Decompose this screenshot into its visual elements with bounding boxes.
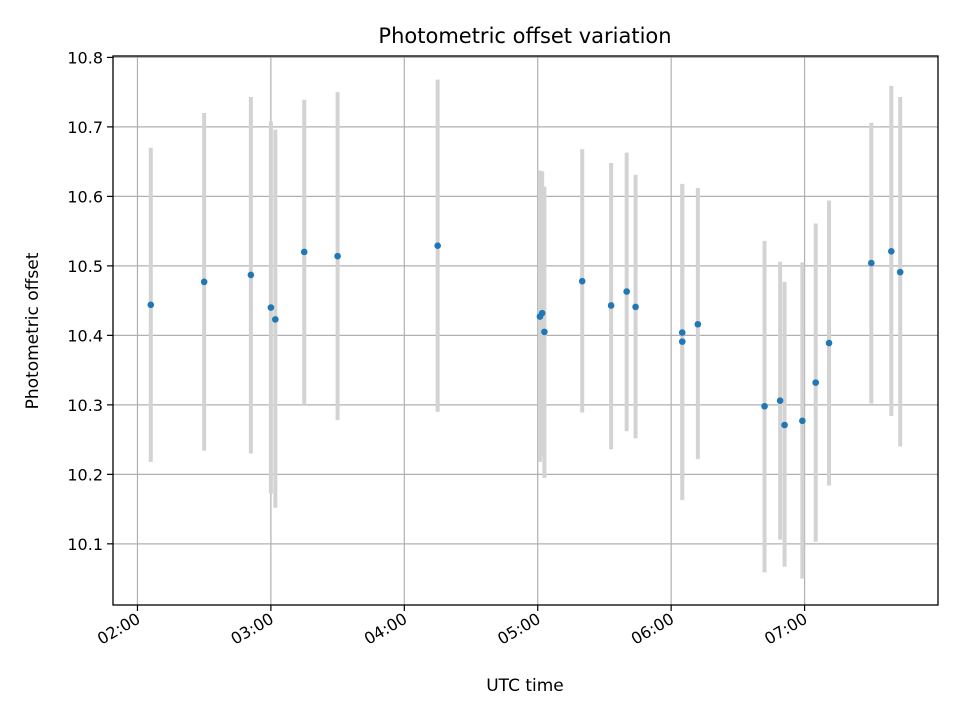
- y-tick-label: 10.6: [67, 187, 103, 206]
- data-point: [607, 302, 615, 309]
- data-point: [812, 379, 819, 386]
- data-point: [896, 268, 904, 276]
- data-point: [825, 339, 833, 347]
- y-tick-label: 10.1: [67, 535, 103, 554]
- error-bars: [148, 79, 903, 579]
- data-point: [694, 320, 702, 328]
- x-tick-label: 02:00: [94, 609, 143, 649]
- data-point: [434, 242, 441, 250]
- x-tick-label: 06:00: [628, 609, 677, 649]
- data-point: [888, 247, 895, 255]
- data-point: [678, 338, 686, 345]
- y-tick-label: 10.4: [67, 326, 103, 345]
- data-point: [267, 304, 275, 311]
- data-point: [761, 402, 768, 410]
- y-axis-label: Photometric offset: [23, 252, 43, 409]
- x-tick-label: 03:00: [227, 609, 276, 649]
- y-tick-label: 10.7: [67, 118, 103, 137]
- data-point: [538, 309, 546, 317]
- plot-frame: [112, 55, 939, 606]
- data-point: [200, 278, 208, 286]
- x-tick-label: 04:00: [361, 609, 410, 649]
- data-point: [247, 271, 255, 279]
- x-tick-label: 07:00: [761, 609, 810, 649]
- data-point: [632, 303, 639, 311]
- chart-title: Photometric offset variation: [378, 24, 671, 48]
- data-points: [147, 242, 904, 429]
- data-point: [334, 252, 341, 260]
- y-tick-label: 10.2: [67, 465, 103, 484]
- data-point: [623, 288, 630, 295]
- y-axis-ticks: 10.1 10.2 10.3 10.4 10.5 10.6 10.7 10.8: [67, 48, 113, 554]
- x-axis-label: UTC time: [486, 676, 564, 696]
- data-point: [272, 316, 279, 323]
- x-tick-label: 05:00: [494, 609, 543, 649]
- data-point: [781, 421, 788, 429]
- y-tick-label: 10.3: [67, 396, 103, 415]
- data-point: [300, 248, 308, 256]
- x-axis-ticks: 02:00 03:00 04:00 05:00 06:00 07:00: [94, 605, 811, 649]
- data-point: [578, 277, 586, 285]
- data-point: [147, 301, 155, 309]
- data-point: [678, 329, 686, 336]
- data-point: [799, 417, 806, 425]
- y-tick-label: 10.5: [67, 257, 103, 276]
- data-point: [867, 259, 875, 267]
- y-tick-label: 10.8: [67, 48, 103, 67]
- data-point: [541, 328, 548, 336]
- data-point: [776, 397, 784, 404]
